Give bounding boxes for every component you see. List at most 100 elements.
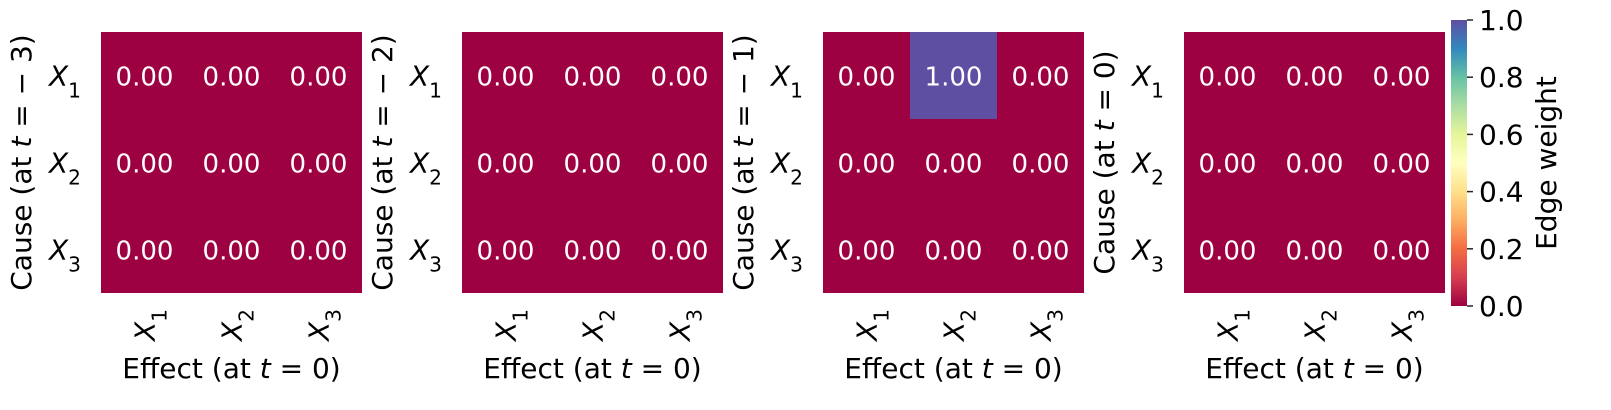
label-variable: X: [1130, 60, 1152, 93]
y-axis-title: Cause (at t = 0): [1088, 50, 1121, 274]
heatmap-cell: [997, 119, 1084, 206]
axis-title-part: = 0): [1088, 50, 1121, 120]
heatmap-cell: [1184, 119, 1271, 206]
label-variable: X: [216, 321, 249, 343]
label-variable: X: [408, 234, 430, 267]
cell-value-label: 0.00: [838, 237, 896, 267]
cell-value-label: 0.00: [1286, 63, 1344, 93]
label-subscript: 1: [68, 79, 81, 103]
axis-title-part: = − 2): [366, 34, 399, 136]
heatmap-cell: [462, 119, 549, 206]
cell-value-label: 0.00: [651, 150, 709, 180]
cell-value-label: 0.00: [838, 150, 896, 180]
cell-value-label: 0.00: [1199, 150, 1257, 180]
colorbar-gradient: [1451, 20, 1467, 306]
axis-title-part: = 0): [1354, 352, 1424, 385]
col-tick-label: X2: [1299, 309, 1342, 343]
heatmap-cell: [462, 32, 549, 119]
colorbar-tick-label: 0.4: [1479, 176, 1524, 209]
label-subscript: 2: [235, 309, 259, 322]
cell-value-label: 0.00: [838, 63, 896, 93]
cell-value-label: 0.00: [290, 63, 348, 93]
axis-title-part: Effect (at: [844, 352, 981, 385]
x-axis-title: Effect (at t = 0): [483, 352, 701, 385]
label-subscript: 3: [790, 253, 803, 277]
heatmap-cell: [275, 206, 362, 293]
heatmap-cell: [1271, 32, 1358, 119]
cell-value-label: 0.00: [564, 63, 622, 93]
row-tick-label: X1: [408, 60, 442, 103]
x-axis-title: Effect (at t = 0): [1205, 352, 1423, 385]
axis-title-variable: t: [5, 136, 38, 148]
heatmap-cell: [910, 119, 997, 206]
label-subscript: 2: [596, 309, 620, 322]
axis-title-part: Cause (at: [727, 148, 760, 291]
cell-value-label: 0.00: [564, 237, 622, 267]
cell-value-label: 0.00: [564, 150, 622, 180]
label-subscript: 1: [1151, 79, 1164, 103]
heatmap-cell: [188, 32, 275, 119]
heatmap-cell: [101, 32, 188, 119]
heatmap-cell: [997, 206, 1084, 293]
axis-title-variable: t: [727, 136, 760, 148]
x-axis-title: Effect (at t = 0): [844, 352, 1062, 385]
label-subscript: 3: [1405, 309, 1429, 322]
label-subscript: 2: [957, 309, 981, 322]
cell-value-label: 0.00: [1373, 150, 1431, 180]
y-axis-title: Cause (at t = − 3): [5, 34, 38, 291]
cell-value-label: 0.00: [1286, 237, 1344, 267]
axis-title-variable: t: [1088, 119, 1121, 131]
axis-title-part: Effect (at: [483, 352, 620, 385]
axis-title-part: = 0): [632, 352, 702, 385]
label-variable: X: [769, 60, 791, 93]
cell-value-label: 0.00: [290, 237, 348, 267]
y-axis-title: Cause (at t = − 1): [727, 34, 760, 291]
row-tick-label: X1: [769, 60, 803, 103]
col-tick-label: X3: [303, 309, 346, 343]
cell-value-label: 0.00: [925, 237, 983, 267]
colorbar-tick-label: 0.6: [1479, 118, 1524, 151]
label-subscript: 3: [68, 253, 81, 277]
row-tick-label: X3: [1130, 234, 1164, 277]
label-subscript: 2: [1151, 166, 1164, 190]
cell-value-label: 0.00: [477, 237, 535, 267]
heatmap-cell: [636, 206, 723, 293]
heatmap-cell: [101, 119, 188, 206]
label-subscript: 3: [322, 309, 346, 322]
col-tick-label: X2: [577, 309, 620, 343]
label-subscript: 1: [870, 309, 894, 322]
cell-value-label: 0.00: [1199, 237, 1257, 267]
cell-value-label: 0.00: [477, 63, 535, 93]
label-subscript: 2: [429, 166, 442, 190]
cell-value-label: 0.00: [203, 237, 261, 267]
label-subscript: 1: [790, 79, 803, 103]
label-subscript: 1: [429, 79, 442, 103]
axis-title-part: = − 3): [5, 34, 38, 136]
label-subscript: 1: [148, 309, 172, 322]
label-subscript: 2: [1318, 309, 1342, 322]
colorbar: 0.0 0.2 0.4 0.6 0.8 1.0 Edge weight: [1451, 4, 1563, 323]
heatmap-cell: [823, 32, 910, 119]
heatmap-cell: [188, 206, 275, 293]
label-variable: X: [769, 234, 791, 267]
cell-value-label: 0.00: [1373, 237, 1431, 267]
heatmap-cell: [636, 119, 723, 206]
row-tick-label: X2: [769, 147, 803, 190]
label-variable: X: [490, 321, 523, 343]
x-axis-title: Effect (at t = 0): [122, 352, 340, 385]
heatmap-panel-4: 0.00 0.00 0.000.00 0.00 0.000.00 0.00 0.00X1X2…: [1088, 32, 1445, 385]
label-variable: X: [303, 321, 336, 343]
colorbar-title: Edge weight: [1530, 76, 1563, 250]
cell-value-label: 1.00: [925, 63, 983, 93]
axis-title-part: = 0): [993, 352, 1063, 385]
axis-title-part: Cause (at: [366, 148, 399, 291]
heatmap-cell: [462, 206, 549, 293]
heatmap-cell: [1184, 206, 1271, 293]
y-axis-title: Cause (at t = − 2): [366, 34, 399, 291]
axis-title-part: = 0): [271, 352, 341, 385]
cell-value-label: 0.00: [1012, 63, 1070, 93]
cell-value-label: 0.00: [651, 237, 709, 267]
col-tick-label: X3: [1386, 309, 1429, 343]
heatmap-cell: [823, 206, 910, 293]
cell-value-label: 0.00: [116, 150, 174, 180]
